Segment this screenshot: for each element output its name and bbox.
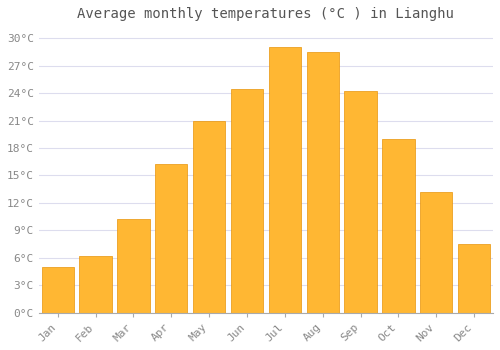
Title: Average monthly temperatures (°C ) in Lianghu: Average monthly temperatures (°C ) in Li… bbox=[78, 7, 454, 21]
Bar bbox=[118, 219, 150, 313]
Bar bbox=[306, 52, 339, 313]
Bar bbox=[42, 267, 74, 313]
Bar bbox=[155, 164, 188, 313]
Bar bbox=[458, 244, 490, 313]
Bar bbox=[382, 139, 414, 313]
Bar bbox=[193, 120, 225, 313]
Bar bbox=[80, 256, 112, 313]
Bar bbox=[231, 89, 263, 313]
Bar bbox=[420, 192, 452, 313]
Bar bbox=[344, 91, 376, 313]
Bar bbox=[269, 47, 301, 313]
